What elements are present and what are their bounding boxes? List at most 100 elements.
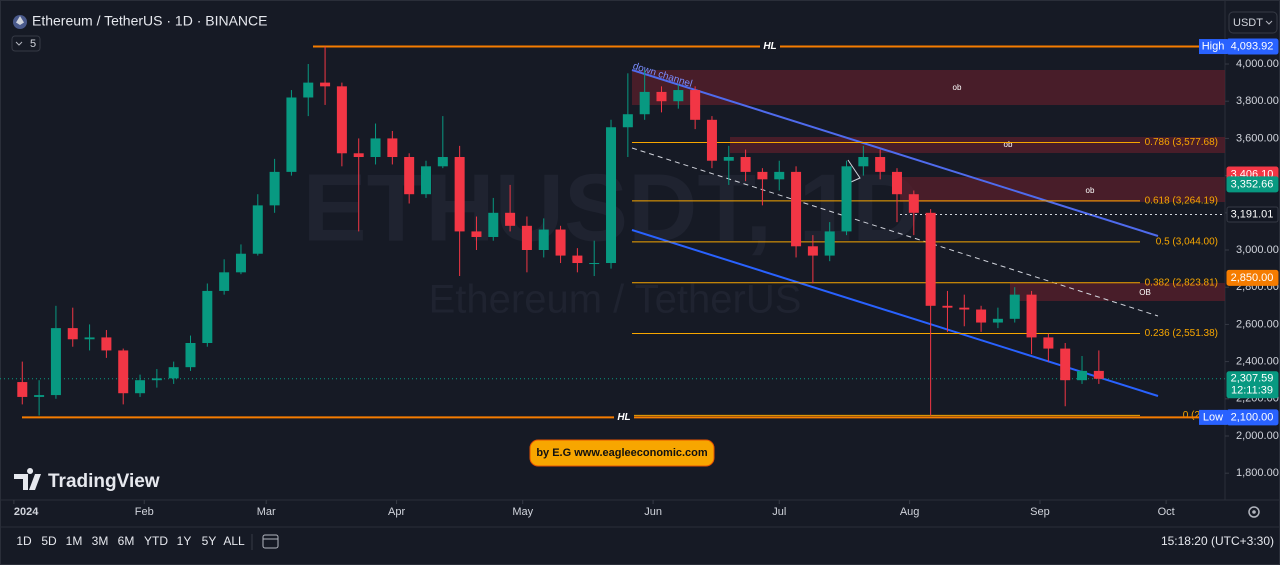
candle-body bbox=[807, 246, 818, 256]
range-button[interactable]: 6M bbox=[118, 534, 135, 548]
candle-body bbox=[34, 395, 45, 397]
zone bbox=[632, 70, 1225, 105]
candle-body bbox=[303, 82, 314, 98]
toolbar: 1D 5D 1M 3M 6M YTD 1Y 5Y ALL bbox=[16, 534, 245, 548]
candle-body bbox=[841, 166, 852, 232]
price-tag-label: 3,352.66 bbox=[1231, 178, 1274, 190]
symbol-title: Ethereum / TetherUS · 1D · BINANCE bbox=[32, 13, 267, 29]
candle-body bbox=[101, 337, 112, 351]
candle-body bbox=[286, 97, 297, 172]
price-tag-name-bg bbox=[1199, 409, 1227, 425]
date-range-icon[interactable] bbox=[262, 534, 279, 549]
candle-body bbox=[1009, 294, 1020, 319]
price-tag bbox=[1226, 176, 1279, 193]
x-tick-label: Jun bbox=[644, 506, 662, 518]
currency-button[interactable] bbox=[1228, 11, 1278, 34]
candle-body bbox=[606, 127, 617, 264]
price-tag-name-bg bbox=[1199, 39, 1227, 55]
price-tag-label: 3,191.01 bbox=[1231, 208, 1274, 220]
price-tag bbox=[1226, 371, 1279, 399]
range-button[interactable]: 5D bbox=[41, 534, 57, 548]
fib-label: 0.382 (2,823.81) bbox=[1145, 277, 1218, 288]
candle-body bbox=[118, 350, 129, 394]
range-button[interactable]: 1D bbox=[16, 534, 32, 548]
price-tag-name: High bbox=[1202, 40, 1225, 52]
candle-body bbox=[976, 309, 987, 323]
symbol-logo-glyph bbox=[16, 16, 24, 25]
watermark-name: Ethereum / TetherUS bbox=[429, 278, 802, 322]
y-tick-label: 4,000.00 bbox=[1236, 58, 1279, 70]
candle-body bbox=[151, 378, 162, 381]
x-tick-label: Feb bbox=[135, 506, 154, 518]
candle-body bbox=[404, 157, 415, 195]
hl-label: HL bbox=[763, 41, 776, 52]
x-tick-label: Oct bbox=[1158, 506, 1175, 518]
candle-body bbox=[387, 138, 398, 158]
candle-body bbox=[454, 157, 465, 232]
settings-icon-center bbox=[1252, 510, 1256, 514]
x-tick-label: Aug bbox=[900, 506, 920, 518]
y-tick-label: 1,800.00 bbox=[1236, 467, 1279, 479]
plot: 1,800.002,000.002,200.002,400.002,600.00… bbox=[0, 39, 1279, 518]
candle-body bbox=[706, 119, 717, 161]
candle-body bbox=[673, 90, 684, 102]
hl-label-bg bbox=[760, 39, 780, 54]
price-tag-label: 2,307.59 bbox=[1231, 373, 1274, 385]
candle-body bbox=[959, 307, 970, 310]
fib-label: 0.618 (3,264.19) bbox=[1145, 196, 1218, 207]
candle-body bbox=[622, 114, 633, 128]
price-tag-label: 2,850.00 bbox=[1231, 272, 1274, 284]
zone-label: ob bbox=[953, 83, 962, 92]
candle-body bbox=[875, 157, 886, 172]
range-button[interactable]: ALL bbox=[223, 534, 245, 548]
indicators-button[interactable] bbox=[11, 35, 41, 52]
chevron bbox=[15, 41, 23, 46]
chevron bbox=[1265, 20, 1273, 25]
range-button[interactable]: YTD bbox=[144, 534, 168, 548]
candle-body bbox=[1093, 370, 1104, 379]
indicators-count: 5 bbox=[30, 38, 36, 50]
brand-logo bbox=[14, 468, 41, 490]
zone-label: OB bbox=[1139, 288, 1151, 297]
fib-label: 0.786 (3,577.68) bbox=[1145, 137, 1218, 148]
candle-body bbox=[67, 328, 78, 340]
channel-mid bbox=[631, 147, 1159, 317]
candle-body bbox=[219, 272, 230, 291]
range-button[interactable]: 1M bbox=[66, 534, 83, 548]
candle-body bbox=[538, 229, 549, 251]
candle-body bbox=[353, 153, 364, 158]
candle-body bbox=[891, 171, 902, 195]
range-button[interactable]: 3M bbox=[92, 534, 109, 548]
candle-body bbox=[740, 157, 751, 172]
candle-body bbox=[589, 263, 600, 265]
range-button[interactable]: 5Y bbox=[202, 534, 217, 548]
candle-body bbox=[1026, 294, 1037, 338]
candle-body bbox=[17, 382, 28, 397]
candle-body bbox=[420, 166, 431, 195]
candle-body bbox=[1077, 370, 1088, 381]
candle-body bbox=[168, 367, 179, 379]
candle-body bbox=[824, 231, 835, 256]
candle-body bbox=[791, 171, 802, 247]
y-tick-label: 3,000.00 bbox=[1236, 244, 1279, 256]
price-tag-name: Low bbox=[1203, 411, 1223, 423]
candle-body bbox=[437, 157, 448, 167]
currency-label: USDT bbox=[1233, 17, 1263, 29]
candle-body bbox=[269, 171, 280, 206]
channel-lower bbox=[631, 229, 1159, 397]
candle-body bbox=[235, 253, 246, 273]
y-tick-label: 3,800.00 bbox=[1236, 95, 1279, 107]
hl-label-bg bbox=[614, 410, 634, 425]
candle-body bbox=[521, 225, 532, 251]
x-tick-label: Mar bbox=[257, 506, 276, 518]
price-tag-label: 4,093.92 bbox=[1231, 40, 1274, 52]
range-button[interactable]: 1Y bbox=[177, 534, 192, 548]
price-tag bbox=[1226, 269, 1279, 286]
y-tick-label: 2,400.00 bbox=[1236, 356, 1279, 368]
settings-icon[interactable] bbox=[1248, 506, 1260, 518]
candle-body bbox=[723, 157, 734, 161]
candle-body bbox=[942, 305, 953, 308]
candle-body bbox=[488, 212, 499, 237]
candle-body bbox=[774, 171, 785, 180]
